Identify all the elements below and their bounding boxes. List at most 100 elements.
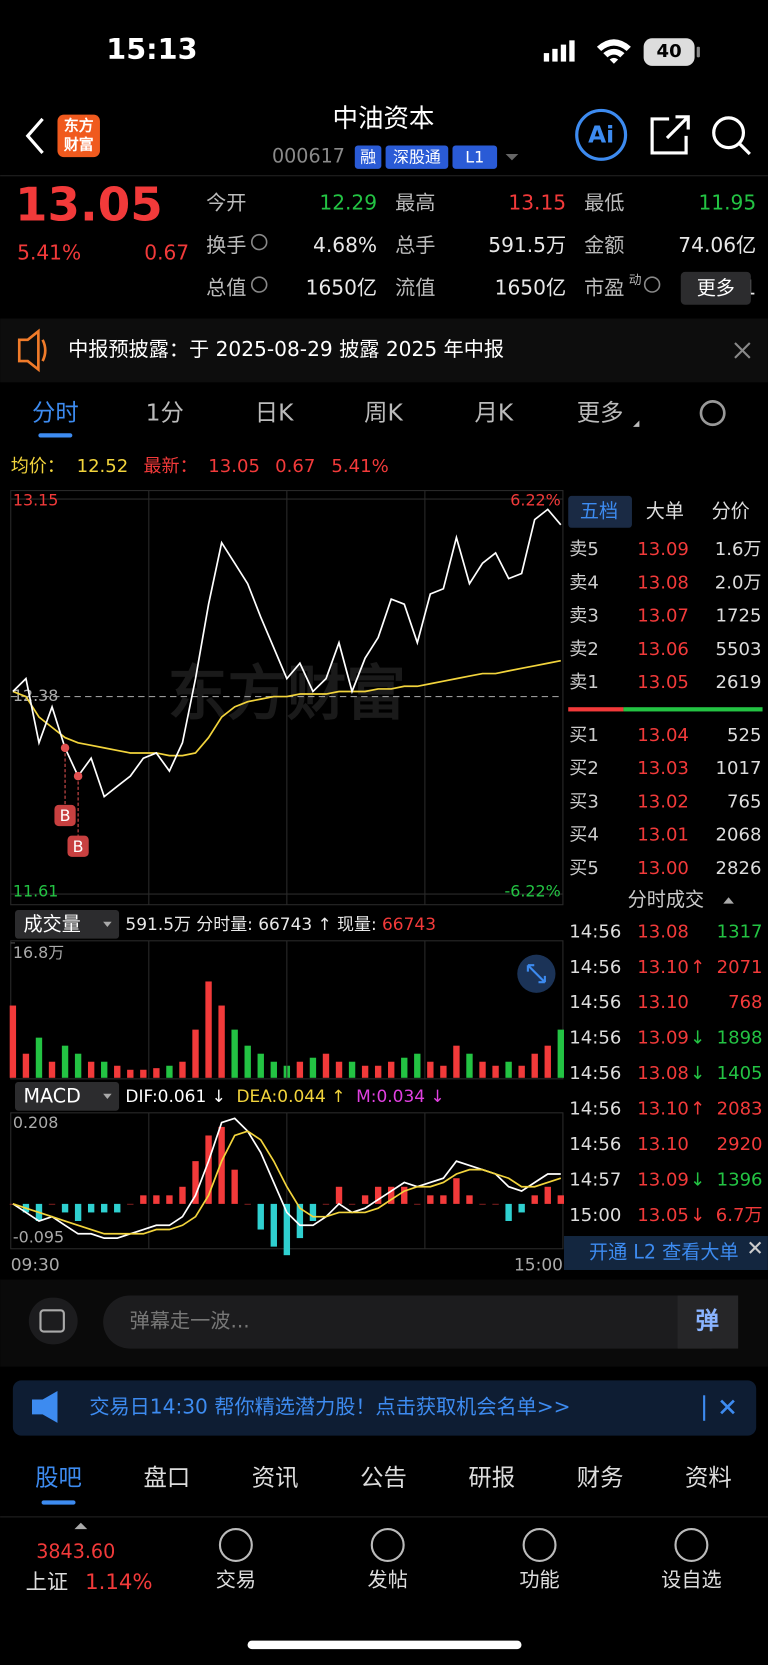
macd-label: DEA:0.044 ↑ (236, 1087, 345, 1107)
macd-bar (348, 1203, 356, 1205)
ad-close[interactable] (720, 1399, 735, 1415)
dropdown (103, 1093, 112, 1100)
nav-label[interactable]: 发帖 (368, 1568, 408, 1592)
stat-label: 最低 (584, 190, 624, 214)
book-split-red (568, 707, 624, 712)
info-tab[interactable]: 财务 (577, 1464, 624, 1492)
chart-tab[interactable]: 月K (475, 399, 514, 427)
stat-label: 流值 (395, 275, 435, 299)
macd-title-bg[interactable] (15, 1082, 120, 1111)
logo-text: 东方 (64, 116, 94, 134)
vol-bar (22, 1053, 30, 1078)
macd-bar (257, 1203, 264, 1230)
vol-bar (166, 1065, 173, 1078)
vol-title-bg[interactable] (15, 910, 120, 939)
vol-bar (205, 981, 212, 1078)
stat-label: 总值 (206, 275, 246, 299)
info-tab[interactable]: 研报 (468, 1464, 515, 1492)
macd-bar (414, 1203, 421, 1205)
stat-label: 最高 (395, 190, 435, 214)
back-icon[interactable] (25, 117, 44, 154)
more-button[interactable] (680, 271, 751, 305)
nav-icon[interactable] (522, 1528, 557, 1562)
nav-label[interactable]: 设自选 (661, 1568, 721, 1592)
y-tick-label: 11.61 (13, 881, 59, 900)
comment-icon[interactable] (28, 1297, 78, 1345)
stat-label: 换手 (206, 233, 246, 257)
search-icon[interactable] (712, 116, 746, 150)
vol-bar (140, 1069, 147, 1078)
legend-text: 均价： (11, 456, 65, 477)
book-label: 买1 (569, 725, 599, 746)
info-tab[interactable]: 盘口 (143, 1464, 190, 1492)
stat-value: 1650亿 (306, 275, 377, 299)
chart-tab[interactable]: 1分 (146, 399, 184, 427)
trade-vol: 1405 (717, 1063, 763, 1084)
stat-value: 1650亿 (495, 275, 566, 299)
nav-icon[interactable] (370, 1528, 405, 1562)
tag: 深股通 (393, 148, 441, 167)
book-vol: 525 (727, 725, 761, 746)
vol-bar (270, 1061, 277, 1078)
nav-icon[interactable] (218, 1528, 253, 1562)
macd-bar (322, 1203, 330, 1205)
book-label: 卖4 (569, 572, 599, 593)
stat-value: 11.95 (698, 190, 756, 214)
book-price: 13.01 (637, 825, 689, 846)
vol-header: 分时量: (196, 915, 253, 935)
chart-tab[interactable]: 分时 (32, 399, 79, 427)
l2-banner[interactable] (563, 1236, 768, 1270)
panel-tab[interactable]: 分价 (712, 499, 750, 522)
info-tab[interactable]: 股吧 (35, 1464, 82, 1492)
trade-vol: 2083 (717, 1099, 763, 1120)
vol-bar (335, 1061, 343, 1078)
panel-tab-bg[interactable] (568, 495, 632, 528)
comment-button[interactable] (677, 1295, 739, 1349)
vol-bar (322, 1053, 330, 1078)
info-tab[interactable]: 公告 (360, 1464, 407, 1492)
dea-line (12, 1130, 562, 1235)
panel-tab[interactable]: 大单 (646, 499, 684, 522)
trade-price: 13.10 (637, 1099, 689, 1120)
book-vol: 2619 (716, 672, 762, 693)
book-vol: 765 (727, 791, 761, 812)
info-tab[interactable]: 资讯 (252, 1464, 299, 1492)
nav-label[interactable]: 功能 (519, 1568, 559, 1592)
vol-bar (361, 1065, 369, 1078)
book-price: 13.04 (637, 725, 689, 746)
y-tick-label: 16.8万 (13, 943, 64, 962)
ad-text[interactable]: 交易日14:30 帮你精选潜力股！点击获取机会名单>> (89, 1395, 570, 1419)
ai-icon[interactable] (575, 108, 628, 161)
chart-tab[interactable]: 日K (255, 399, 294, 427)
macd-bar (361, 1195, 369, 1204)
vol-header: 591.5万 (125, 915, 191, 935)
macd-bar (374, 1186, 382, 1204)
comment-input[interactable] (103, 1295, 739, 1349)
vol-bar (466, 1053, 473, 1078)
settings-icon[interactable] (699, 400, 726, 427)
share-icon[interactable] (650, 115, 690, 155)
nav-label[interactable]: 交易 (216, 1568, 256, 1592)
info-tab[interactable]: 资料 (685, 1464, 732, 1492)
tag: L1 (465, 148, 484, 167)
ad-banner[interactable] (12, 1380, 757, 1436)
chart-tab[interactable]: 更多 (577, 399, 624, 427)
ai-text: Ai (588, 120, 614, 148)
vol-bar (388, 1061, 395, 1078)
panel-tab[interactable]: 五档 (580, 499, 618, 522)
macd-bar (388, 1186, 395, 1204)
trade-vol: 768 (728, 992, 762, 1013)
vol-bar (309, 1057, 317, 1078)
macd-bar (61, 1203, 69, 1213)
trade-price: 13.10 (637, 957, 689, 978)
index-value: 3843.60 (36, 1540, 115, 1563)
chart-tab[interactable]: 周K (364, 399, 403, 427)
vol-bar (218, 1005, 225, 1078)
trade-time: 14:56 (569, 992, 621, 1013)
y-tick-label: 13.15 (13, 491, 59, 510)
vol-bar (257, 1053, 264, 1078)
dropdown-icon (505, 153, 519, 161)
close-icon[interactable] (734, 342, 751, 359)
nav-icon[interactable] (674, 1528, 709, 1562)
book-label: 卖3 (569, 606, 599, 627)
